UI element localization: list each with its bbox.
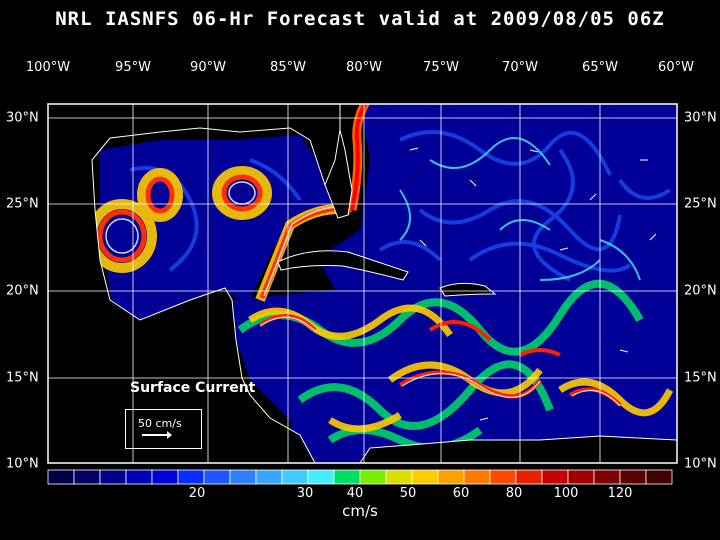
colorbar-swatch [541, 469, 569, 485]
lat-label: 20°N [684, 283, 717, 299]
colorbar-swatch [437, 469, 465, 485]
colorbar-swatch [489, 469, 517, 485]
colorbar-swatch [333, 469, 361, 485]
reference-vector-label: 50 cm/s [138, 417, 182, 430]
land-masses [48, 104, 677, 463]
colorbar-swatch [73, 469, 101, 485]
colorbar-tick-label: 40 [346, 486, 364, 501]
lon-label: 85°W [270, 60, 306, 75]
lon-label: 70°W [502, 60, 538, 75]
lat-label: 15°N [684, 370, 717, 386]
colorbar-tick-label: 80 [505, 486, 523, 501]
colorbar-swatch [385, 469, 413, 485]
lat-label: 30°N [684, 110, 717, 126]
cuba-land [277, 250, 409, 281]
colorbar-tick-label: 60 [452, 486, 470, 501]
colorbar-swatch [619, 469, 647, 485]
colorbar-swatch [151, 469, 179, 485]
map-title: NRL IASNFS 06-Hr Forecast valid at 2009/… [55, 8, 665, 30]
lon-label: 90°W [190, 60, 226, 75]
map-field [48, 104, 677, 463]
north-america-land [48, 104, 341, 463]
legend-title: Surface Current [130, 380, 256, 396]
lon-label: 75°W [423, 60, 459, 75]
colorbar-swatch [229, 469, 257, 485]
colorbar-swatch [593, 469, 621, 485]
lon-label: 60°W [658, 60, 694, 75]
lat-label: 15°N [6, 370, 39, 386]
colorbar-swatch [177, 469, 205, 485]
lon-label: 95°W [115, 60, 151, 75]
colorbar-swatch [307, 469, 335, 485]
current-vectors [409, 147, 657, 421]
colorbar-swatch [47, 469, 75, 485]
colorbar-unit: cm/s [342, 502, 378, 520]
lat-label: 10°N [6, 456, 39, 472]
colorbar-swatch [281, 469, 309, 485]
reference-arrow-icon [142, 431, 172, 439]
colorbar-swatch [125, 469, 153, 485]
lon-label: 80°W [346, 60, 382, 75]
map-frame [47, 103, 678, 464]
lat-label: 25°N [6, 196, 39, 212]
florida-land [324, 129, 353, 219]
lat-label: 25°N [684, 196, 717, 212]
lat-lon-grid [48, 104, 677, 463]
colorbar-swatch [515, 469, 543, 485]
lon-label: 100°W [25, 60, 71, 75]
colorbar-swatch [359, 469, 387, 485]
current-eddies [87, 104, 674, 452]
colorbar-swatch [645, 469, 673, 485]
colorbar-swatch [411, 469, 439, 485]
colorbar-swatch [203, 469, 231, 485]
colorbar-tick-label: 100 [553, 486, 579, 501]
colorbar-tick-label: 30 [296, 486, 314, 501]
colorbar-swatch [463, 469, 491, 485]
reference-vector-box: 50 cm/s [125, 409, 202, 449]
colorbar-tick-label: 120 [607, 486, 633, 501]
colorbar-tick-label: 20 [188, 486, 206, 501]
colorbar [47, 469, 673, 485]
colorbar-swatch [567, 469, 595, 485]
lat-label: 30°N [6, 110, 39, 126]
lon-label: 65°W [582, 60, 618, 75]
colorbar-swatch [99, 469, 127, 485]
colorbar-tick-label: 50 [399, 486, 417, 501]
colorbar-swatch [255, 469, 283, 485]
lat-label: 20°N [6, 283, 39, 299]
lat-label: 10°N [684, 456, 717, 472]
hispaniola-land [439, 282, 497, 297]
south-america-land [359, 435, 677, 463]
